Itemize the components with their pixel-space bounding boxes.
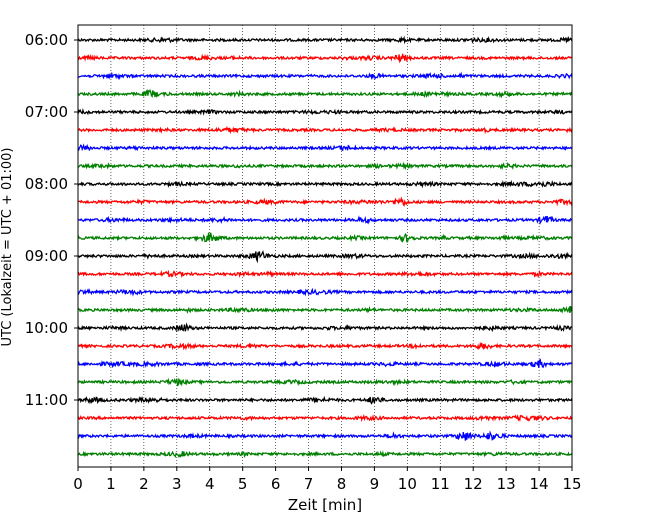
trace-line: [77, 377, 573, 387]
trace-line: [77, 322, 573, 333]
y-tick-label: 08:00: [25, 175, 68, 193]
x-tick-label: 0: [73, 475, 83, 493]
traces: [77, 35, 573, 459]
x-tick-label: 6: [271, 475, 281, 493]
trace-line: [77, 179, 573, 189]
y-tick-label: 09:00: [25, 247, 68, 265]
x-tick-label: 13: [497, 475, 516, 493]
x-tick-label: 12: [464, 475, 483, 493]
y-tick-label: 06:00: [25, 31, 68, 49]
y-tick-label: 07:00: [25, 103, 68, 121]
x-tick-label: 15: [562, 475, 581, 493]
trace-line: [77, 53, 573, 64]
x-tick-label: 1: [106, 475, 116, 493]
x-tick-label: 2: [139, 475, 149, 493]
x-axis-label: Zeit [min]: [288, 496, 362, 514]
trace-line: [77, 88, 573, 99]
trace-line: [77, 125, 573, 135]
y-tick-label: 11:00: [25, 391, 68, 409]
trace-line: [77, 358, 573, 369]
trace-line: [77, 395, 573, 405]
x-tick-label: 4: [205, 475, 215, 493]
trace-line: [77, 250, 573, 264]
trace-line: [77, 107, 573, 116]
x-tick-label: 9: [370, 475, 380, 493]
y-axis-label: UTC (Lokalzeit = UTC + 01:00): [0, 148, 15, 347]
trace-line: [77, 143, 573, 152]
trace-line: [77, 450, 573, 459]
x-tick-label: 10: [398, 475, 417, 493]
trace-line: [77, 35, 573, 45]
x-tick-label: 8: [337, 475, 347, 493]
trace-line: [77, 341, 573, 351]
x-tick-label: 14: [530, 475, 549, 493]
trace-line: [77, 196, 573, 207]
x-tick-label: 3: [172, 475, 182, 493]
x-tick-label: 5: [238, 475, 248, 493]
trace-line: [77, 215, 573, 225]
trace-line: [77, 269, 573, 279]
trace-line: [77, 413, 573, 423]
trace-line: [77, 305, 573, 315]
trace-line: [77, 232, 573, 243]
trace-line: [77, 430, 573, 441]
y-ticks: 06:00 07:00 08:00 09:00 10:00 11:00: [25, 31, 78, 409]
x-tick-label: 7: [304, 475, 314, 493]
trace-line: [77, 287, 573, 297]
y-tick-label: 10:00: [25, 319, 68, 337]
trace-line: [77, 71, 573, 81]
x-tick-label: 11: [431, 475, 450, 493]
plot-frame: [77, 24, 573, 468]
x-ticks: 0 1 2 3 4 5 6 7 8 9 10 11 12 13 14 15: [73, 467, 582, 493]
trace-line: [77, 161, 573, 171]
